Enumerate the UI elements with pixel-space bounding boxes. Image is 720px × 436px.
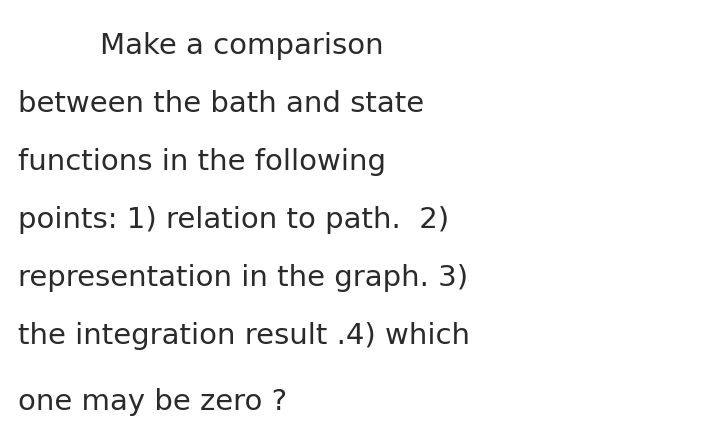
Text: the integration result .4) which: the integration result .4) which: [18, 322, 470, 350]
Text: between the bath and state: between the bath and state: [18, 90, 424, 118]
Text: functions in the following: functions in the following: [18, 148, 386, 176]
Text: representation in the graph. 3): representation in the graph. 3): [18, 264, 468, 292]
Text: one may be zero ?: one may be zero ?: [18, 388, 287, 416]
Text: Make a comparison: Make a comparison: [100, 32, 384, 60]
Text: points: 1) relation to path.  2): points: 1) relation to path. 2): [18, 206, 449, 234]
